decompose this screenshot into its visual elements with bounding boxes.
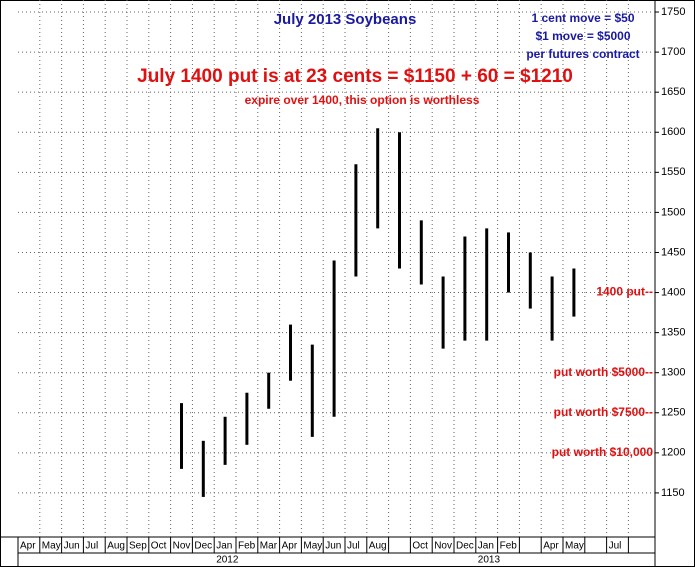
x-tick-label: Feb — [238, 541, 256, 552]
x-tick-label: Sep — [129, 541, 147, 552]
x-tick-label: Jul — [347, 541, 360, 552]
x-tick-label: Jan — [478, 541, 494, 552]
x-tick-label: Dec — [456, 541, 474, 552]
y-tick-label: 1200 — [661, 447, 685, 459]
x-tick-label: Jun — [325, 541, 341, 552]
x-tick-label: Aug — [107, 541, 125, 552]
note: 1 cent move = $50 — [531, 11, 634, 25]
y-tick-label: 1550 — [661, 166, 685, 178]
x-tick-label: Apr — [20, 541, 36, 552]
x-tick-label: Oct — [412, 541, 428, 552]
x-tick-label: Aug — [369, 541, 387, 552]
note: $1 move = $5000 — [535, 29, 630, 43]
x-tick-label: Dec — [194, 541, 212, 552]
y-tick-label: 1150 — [661, 487, 685, 499]
chart-title: July 2013 Soybeans — [274, 11, 417, 28]
y-tick-label: 1600 — [661, 126, 685, 138]
y-tick-label: 1350 — [661, 327, 685, 339]
x-tick-label: May — [565, 541, 584, 552]
level-label: put worth $7500-- — [554, 405, 653, 419]
x-tick-label: May — [303, 541, 322, 552]
x-tick-label: Apr — [543, 541, 559, 552]
x-tick-label: Jan — [216, 541, 232, 552]
y-tick-label: 1250 — [661, 407, 685, 419]
headline: July 1400 put is at 23 cents = $1150 + 6… — [137, 66, 573, 87]
y-tick-label: 1750 — [661, 6, 685, 18]
year-label: 2012 — [216, 555, 239, 566]
y-tick-label: 1300 — [661, 367, 685, 379]
plot — [18, 0, 655, 537]
x-tick-label: Mar — [260, 541, 278, 552]
y-tick-label: 1650 — [661, 86, 685, 98]
x-tick-label: Nov — [173, 541, 191, 552]
x-tick-label: May — [42, 541, 61, 552]
x-tick-label: Jul — [609, 541, 622, 552]
x-tick-label: Oct — [151, 541, 167, 552]
level-label: put worth $5000-- — [554, 365, 653, 379]
x-tick-label: Apr — [282, 541, 298, 552]
year-label: 2013 — [478, 555, 501, 566]
note: per futures contract — [526, 47, 639, 61]
y-tick-label: 1400 — [661, 286, 685, 298]
y-tick-label: 1700 — [661, 46, 685, 58]
x-tick-label: Jun — [64, 541, 80, 552]
x-tick-label: Feb — [500, 541, 518, 552]
x-tick-label: Nov — [434, 541, 452, 552]
y-tick-label: 1450 — [661, 246, 685, 258]
level-label: 1400 put-- — [596, 285, 653, 299]
x-tick-label: Jul — [85, 541, 98, 552]
y-tick-label: 1500 — [661, 206, 685, 218]
subheadline: expire over 1400, this option is worthle… — [245, 93, 480, 107]
level-label: put worth $10,000 — [552, 445, 654, 459]
